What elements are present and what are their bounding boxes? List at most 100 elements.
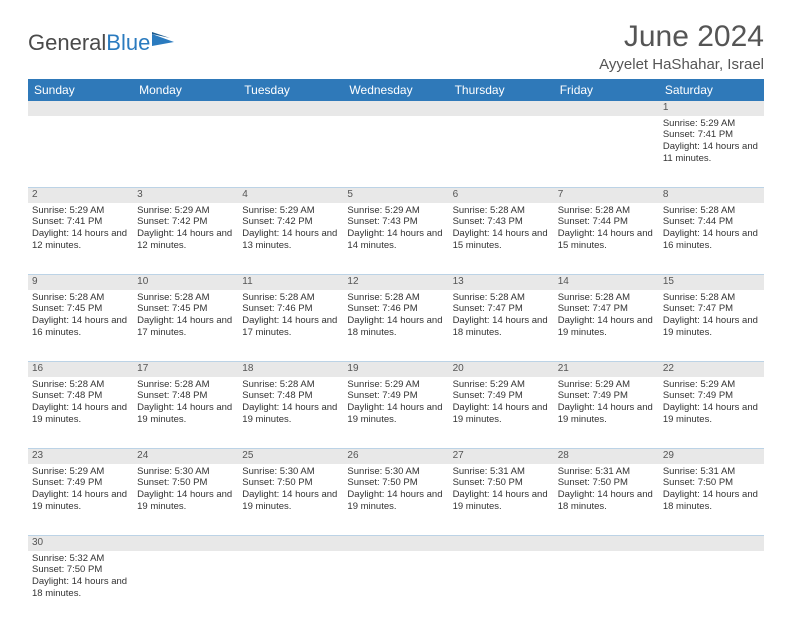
daynum-cell: 27	[449, 449, 554, 464]
day-cell	[554, 116, 659, 188]
sunset-line: Sunset: 7:48 PM	[32, 390, 102, 401]
content-row: Sunrise: 5:28 AMSunset: 7:48 PMDaylight:…	[28, 377, 764, 449]
daynum-cell: 22	[659, 362, 764, 377]
daylight-line: Daylight: 14 hours and 17 minutes.	[137, 315, 232, 338]
daynum-cell: 29	[659, 449, 764, 464]
daylight-line: Daylight: 14 hours and 19 minutes.	[32, 402, 127, 425]
sunset-line: Sunset: 7:47 PM	[453, 303, 523, 314]
daynum-cell: 15	[659, 275, 764, 290]
day-cell: Sunrise: 5:29 AMSunset: 7:41 PMDaylight:…	[659, 116, 764, 188]
day-cell	[343, 116, 448, 188]
daynum-cell	[554, 536, 659, 551]
daynum-cell: 13	[449, 275, 554, 290]
sunrise-line: Sunrise: 5:28 AM	[663, 292, 735, 303]
daylight-line: Daylight: 14 hours and 19 minutes.	[242, 489, 337, 512]
daynum-cell	[28, 101, 133, 116]
daynum-cell: 7	[554, 188, 659, 203]
daynum-cell: 4	[238, 188, 343, 203]
sunrise-line: Sunrise: 5:28 AM	[32, 379, 104, 390]
daylight-line: Daylight: 14 hours and 18 minutes.	[558, 489, 653, 512]
day-cell: Sunrise: 5:28 AMSunset: 7:46 PMDaylight:…	[238, 290, 343, 362]
daylight-line: Daylight: 14 hours and 19 minutes.	[558, 402, 653, 425]
daynum-cell: 16	[28, 362, 133, 377]
daylight-line: Daylight: 14 hours and 19 minutes.	[137, 402, 232, 425]
daylight-line: Daylight: 14 hours and 15 minutes.	[558, 228, 653, 251]
sunrise-line: Sunrise: 5:29 AM	[137, 205, 209, 216]
sunset-line: Sunset: 7:49 PM	[558, 390, 628, 401]
sunset-line: Sunset: 7:49 PM	[32, 477, 102, 488]
daylight-line: Daylight: 14 hours and 17 minutes.	[242, 315, 337, 338]
daynum-cell: 28	[554, 449, 659, 464]
sunset-line: Sunset: 7:44 PM	[558, 216, 628, 227]
daylight-line: Daylight: 14 hours and 19 minutes.	[242, 402, 337, 425]
daynum-cell: 26	[343, 449, 448, 464]
sunset-line: Sunset: 7:43 PM	[347, 216, 417, 227]
day-cell: Sunrise: 5:29 AMSunset: 7:42 PMDaylight:…	[238, 203, 343, 275]
sunrise-line: Sunrise: 5:31 AM	[558, 466, 630, 477]
sunrise-line: Sunrise: 5:28 AM	[32, 292, 104, 303]
daynum-cell	[133, 536, 238, 551]
daynum-cell: 25	[238, 449, 343, 464]
daynum-cell: 1	[659, 101, 764, 116]
sunrise-line: Sunrise: 5:28 AM	[242, 292, 314, 303]
day-cell: Sunrise: 5:29 AMSunset: 7:49 PMDaylight:…	[449, 377, 554, 449]
sunrise-line: Sunrise: 5:28 AM	[663, 205, 735, 216]
sunrise-line: Sunrise: 5:31 AM	[663, 466, 735, 477]
sunrise-line: Sunrise: 5:29 AM	[663, 118, 735, 129]
daylight-line: Daylight: 14 hours and 19 minutes.	[453, 402, 548, 425]
sunset-line: Sunset: 7:50 PM	[242, 477, 312, 488]
daynum-row: 2345678	[28, 188, 764, 203]
day-cell: Sunrise: 5:28 AMSunset: 7:48 PMDaylight:…	[238, 377, 343, 449]
sunset-line: Sunset: 7:41 PM	[32, 216, 102, 227]
sunrise-line: Sunrise: 5:28 AM	[558, 292, 630, 303]
weekday-header-row: SundayMondayTuesdayWednesdayThursdayFrid…	[28, 79, 764, 101]
day-cell: Sunrise: 5:28 AMSunset: 7:48 PMDaylight:…	[133, 377, 238, 449]
daynum-cell: 17	[133, 362, 238, 377]
daynum-cell: 19	[343, 362, 448, 377]
weekday-header: Saturday	[659, 79, 764, 101]
sunset-line: Sunset: 7:47 PM	[663, 303, 733, 314]
day-cell: Sunrise: 5:28 AMSunset: 7:46 PMDaylight:…	[343, 290, 448, 362]
sunset-line: Sunset: 7:45 PM	[137, 303, 207, 314]
day-cell: Sunrise: 5:28 AMSunset: 7:47 PMDaylight:…	[659, 290, 764, 362]
daylight-line: Daylight: 14 hours and 16 minutes.	[32, 315, 127, 338]
sunrise-line: Sunrise: 5:29 AM	[32, 466, 104, 477]
sunset-line: Sunset: 7:46 PM	[242, 303, 312, 314]
daynum-cell: 23	[28, 449, 133, 464]
weekday-header: Thursday	[449, 79, 554, 101]
logo-text-general: General	[28, 30, 106, 56]
sunrise-line: Sunrise: 5:30 AM	[242, 466, 314, 477]
daynum-row: 23242526272829	[28, 449, 764, 464]
daylight-line: Daylight: 14 hours and 14 minutes.	[347, 228, 442, 251]
daynum-cell	[343, 101, 448, 116]
day-cell: Sunrise: 5:30 AMSunset: 7:50 PMDaylight:…	[133, 464, 238, 536]
daynum-cell: 9	[28, 275, 133, 290]
daynum-cell: 10	[133, 275, 238, 290]
daylight-line: Daylight: 14 hours and 19 minutes.	[663, 402, 758, 425]
sunrise-line: Sunrise: 5:32 AM	[32, 553, 104, 564]
daylight-line: Daylight: 14 hours and 18 minutes.	[32, 576, 127, 599]
sunrise-line: Sunrise: 5:31 AM	[453, 466, 525, 477]
daylight-line: Daylight: 14 hours and 16 minutes.	[663, 228, 758, 251]
sunrise-line: Sunrise: 5:28 AM	[137, 292, 209, 303]
sunset-line: Sunset: 7:50 PM	[663, 477, 733, 488]
day-cell: Sunrise: 5:29 AMSunset: 7:49 PMDaylight:…	[343, 377, 448, 449]
weekday-header: Friday	[554, 79, 659, 101]
daynum-cell	[343, 536, 448, 551]
daynum-cell: 5	[343, 188, 448, 203]
daynum-cell: 21	[554, 362, 659, 377]
sunrise-line: Sunrise: 5:29 AM	[347, 205, 419, 216]
day-cell: Sunrise: 5:31 AMSunset: 7:50 PMDaylight:…	[449, 464, 554, 536]
daynum-cell	[659, 536, 764, 551]
daylight-line: Daylight: 14 hours and 19 minutes.	[663, 315, 758, 338]
day-cell: Sunrise: 5:29 AMSunset: 7:43 PMDaylight:…	[343, 203, 448, 275]
day-cell	[449, 116, 554, 188]
daynum-cell: 14	[554, 275, 659, 290]
daynum-cell: 6	[449, 188, 554, 203]
day-cell: Sunrise: 5:29 AMSunset: 7:49 PMDaylight:…	[659, 377, 764, 449]
sunset-line: Sunset: 7:48 PM	[242, 390, 312, 401]
daynum-row: 9101112131415	[28, 275, 764, 290]
daynum-row: 16171819202122	[28, 362, 764, 377]
weekday-header: Tuesday	[238, 79, 343, 101]
daynum-cell: 30	[28, 536, 133, 551]
